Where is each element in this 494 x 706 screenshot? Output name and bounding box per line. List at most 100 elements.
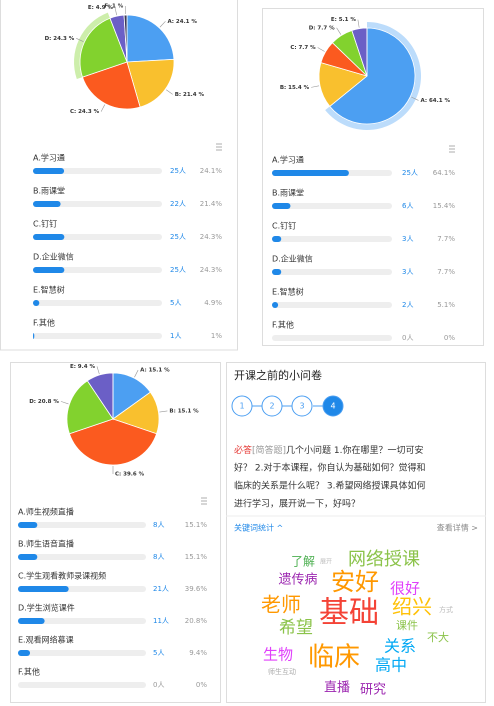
bar-fill [33,300,40,306]
pie-slice [123,14,128,63]
leader-line [96,366,100,375]
word: 生物 [263,646,293,664]
percent: 9.4% [189,649,207,657]
word: 很好 [390,580,420,598]
count: 11人 [153,617,169,625]
word: 希望 [279,618,313,638]
pie-label: E: 9.4 % [70,364,96,370]
pie-label: D: 20.8 % [29,399,59,405]
bar-fill [18,522,38,528]
pie-label: A: 24.1 % [167,19,197,25]
word: 关系 [384,637,416,656]
bar-track [18,522,146,528]
option-label: B.雨课堂 [272,188,304,198]
step[interactable] [291,395,313,417]
option-label: D.企业微信 [33,252,74,262]
option-label: A.学习通 [33,153,65,163]
pie-slice [126,58,175,108]
count: 25人 [170,266,186,274]
pie-label: A: 15.1 % [140,368,170,374]
percent: 7.7% [437,235,455,243]
bar-track [33,168,162,174]
word: 方式 [439,605,453,614]
percent: 21.4% [200,200,223,208]
count: 5人 [170,299,181,307]
word: 绍兴 [392,595,432,619]
bar-fill [272,203,291,209]
question-type: [简答题] [252,444,286,456]
count: 0人 [153,681,164,689]
word: 师生互动 [268,667,296,676]
bar-track [272,302,392,308]
pie-label: D: 7.7 % [309,25,335,31]
percent: 20.8% [185,617,208,625]
bar-track [272,335,392,341]
bar-track [33,267,162,273]
panel [226,362,486,703]
pie-slice [329,27,416,125]
option-label: A.学习通 [272,155,304,165]
leader-line [114,7,117,16]
count: 25人 [170,233,186,241]
pie-highlight [74,12,110,80]
count: 2人 [402,301,413,309]
count: 3人 [402,235,413,243]
pie-slice [79,17,128,78]
bar-track [33,300,162,306]
pie-slice [68,418,158,466]
pie-label: E: 4.9 % [88,5,114,11]
count: 25人 [170,167,186,175]
word: 遗传病 [278,573,317,588]
leader-line [311,85,320,88]
pie-highlight [325,22,421,130]
bar-fill [33,201,61,207]
survey-title: 开课之前的小问卷 [234,368,322,382]
option-label: E.智慧树 [272,287,304,297]
bar-track [18,650,146,656]
percent: 0% [444,334,455,342]
option-label: F.其他 [33,318,55,328]
bar-fill [33,168,65,174]
word: 高中 [375,656,407,675]
percent: 15.1% [185,521,208,529]
details-link[interactable]: 查看详情 > [437,523,478,533]
percent: 39.6% [185,585,208,593]
step[interactable] [322,395,344,417]
word: 老师 [261,593,301,617]
word: 网络授课 [348,549,420,570]
bar-fill [33,267,65,273]
leader-line [159,21,166,28]
bar-fill [272,236,282,242]
word: 展开 [320,559,332,566]
leader-line [100,104,106,112]
option-label: B.师生语音直播 [18,539,74,549]
count: 3人 [402,268,413,276]
question-line: 临床的关系是什么呢？ 3.希望网络授课具体如何 [234,480,425,492]
count: 22人 [170,200,186,208]
leader-line [357,19,360,28]
step-number: 2 [269,402,274,411]
percent: 4.9% [204,299,222,307]
leader-line [134,369,139,378]
bar-fill [272,302,279,308]
bar-track [33,234,162,240]
bar-track [33,333,162,339]
percent: 24.1% [200,167,223,175]
keyword-stats[interactable]: 关键词统计 ^ [234,523,283,533]
count: 5人 [153,649,164,657]
count: 0人 [402,334,413,342]
word: 课件 [396,619,418,632]
leader-line [317,47,325,52]
bar-fill [18,586,69,592]
word: 直播 [324,681,350,696]
bar-track [18,618,146,624]
option-label: E.智慧树 [33,285,65,295]
pie-slice [318,62,368,107]
option-label: C.钉钉 [33,219,57,229]
bar-fill [33,234,65,240]
pie-label: C: 24.3 % [70,109,100,115]
percent: 15.4% [433,202,456,210]
pie-label: E: 5.1 % [331,17,357,23]
word: 了解 [291,555,315,569]
pie-slice [81,61,141,110]
